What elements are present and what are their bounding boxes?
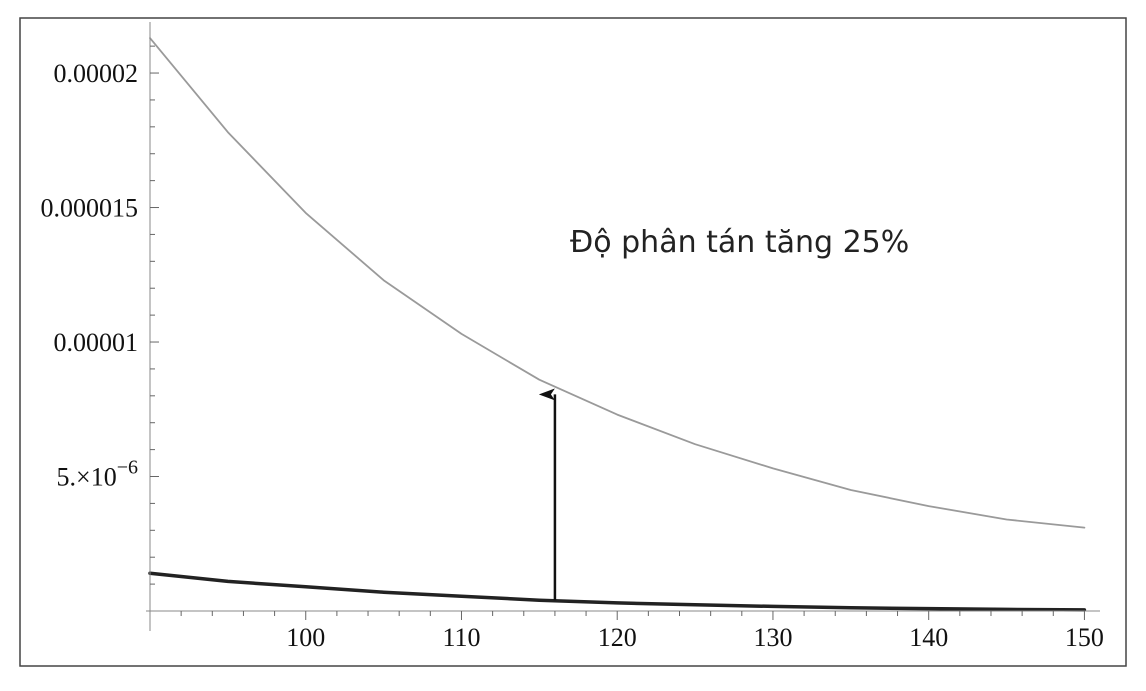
annotation-text: Độ phân tán tăng 25%	[570, 225, 909, 260]
x-tick-label: 120	[598, 623, 637, 652]
y-tick-label: 0.000015	[41, 194, 139, 223]
y-tick-label: 0.00002	[54, 59, 139, 88]
x-tick-label: 140	[909, 623, 948, 652]
frame-border	[19, 17, 1127, 667]
x-tick-label: 110	[442, 623, 480, 652]
x-tick-label: 130	[753, 623, 792, 652]
y-tick-label: 5.×10−6	[57, 457, 138, 492]
y-tick-label: 0.00001	[54, 328, 139, 357]
x-tick-label: 150	[1065, 623, 1104, 652]
series-line-lower	[148, 571, 1087, 612]
x-tick-label: 100	[286, 623, 325, 652]
series-line-upper	[149, 37, 1086, 529]
